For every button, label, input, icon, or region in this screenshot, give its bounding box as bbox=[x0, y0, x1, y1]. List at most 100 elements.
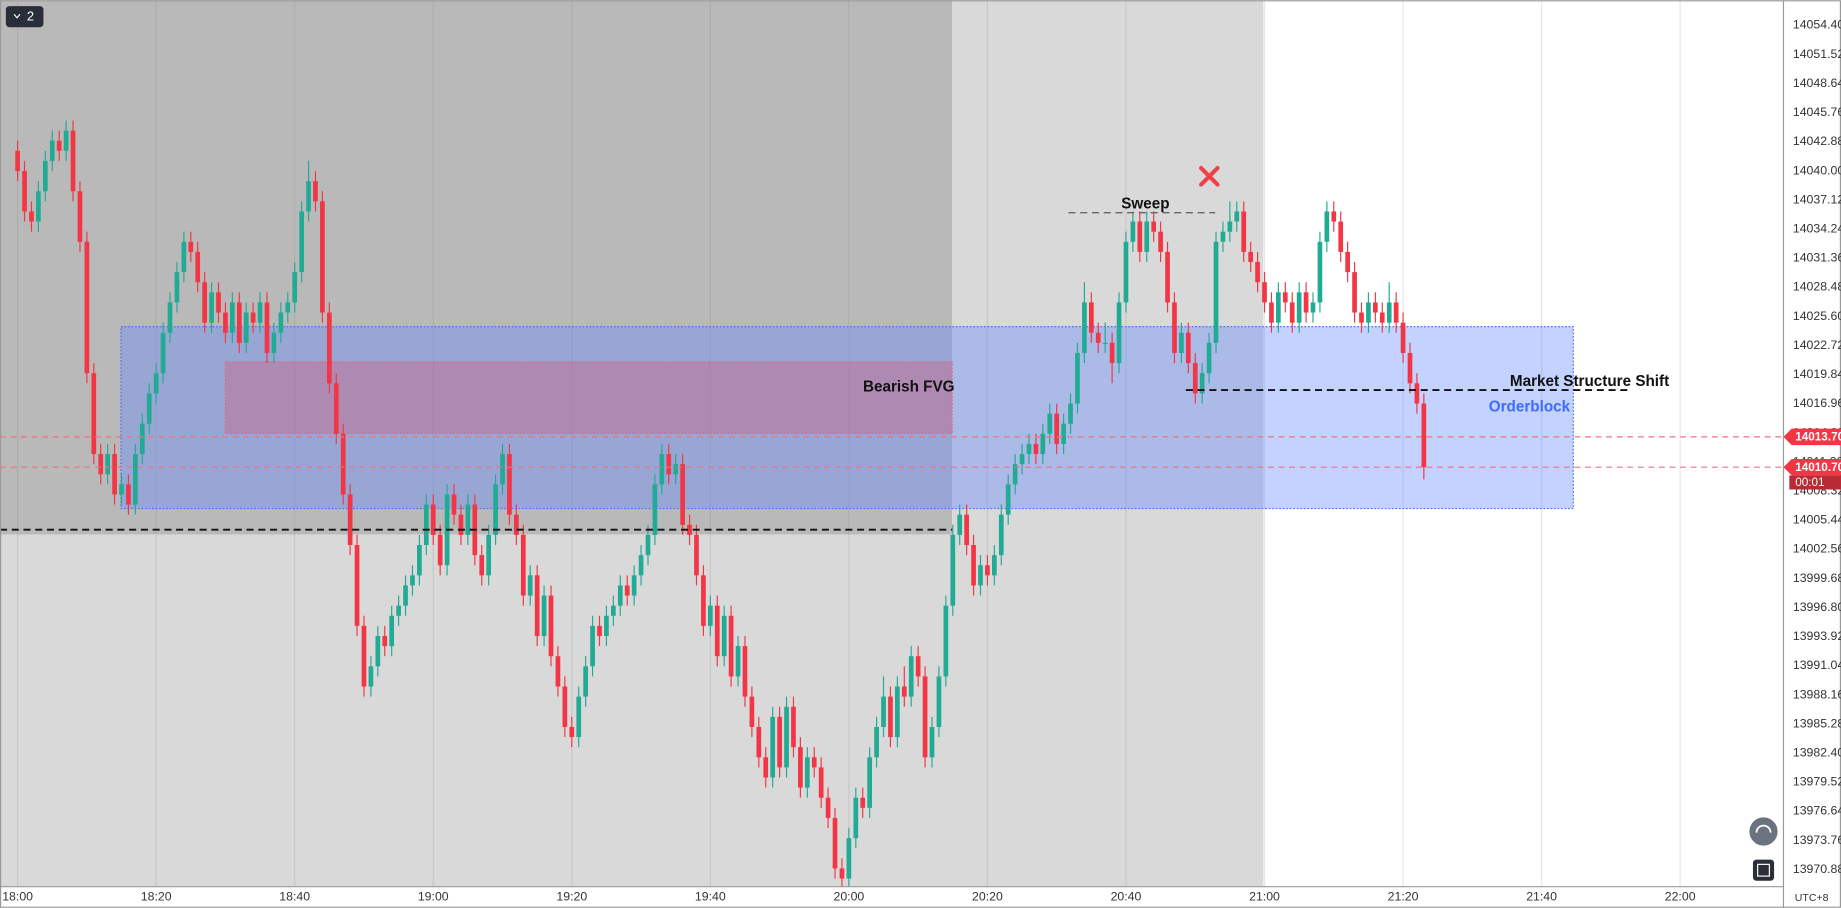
candle-body bbox=[49, 140, 55, 161]
candle-body bbox=[895, 686, 900, 738]
candle-body bbox=[839, 868, 845, 879]
candle-body bbox=[1407, 352, 1413, 384]
candle-body bbox=[1185, 332, 1191, 364]
candle-body bbox=[1005, 484, 1011, 515]
candle-body bbox=[527, 575, 533, 596]
badge-count: 2 bbox=[27, 9, 34, 24]
reset-button[interactable] bbox=[1747, 815, 1780, 848]
candle-body bbox=[63, 130, 69, 151]
candle-body bbox=[396, 605, 401, 616]
candle-body bbox=[230, 302, 235, 333]
candle-body bbox=[756, 726, 762, 758]
y-tick-label: 13993.92 bbox=[1793, 629, 1841, 643]
candle-body bbox=[867, 757, 873, 808]
candle-body bbox=[181, 241, 187, 273]
grid bbox=[17, 0, 1681, 887]
y-tick-label: 14042.88 bbox=[1793, 134, 1841, 148]
candle-body bbox=[881, 696, 886, 727]
candle-body bbox=[1359, 312, 1364, 323]
candle-body bbox=[77, 191, 83, 242]
candle-body bbox=[1179, 332, 1184, 353]
orderblock-label: Orderblock bbox=[1489, 399, 1571, 416]
candle-body bbox=[91, 373, 97, 455]
candle-body bbox=[1123, 241, 1129, 303]
candle-body bbox=[423, 504, 429, 546]
candles bbox=[15, 120, 1427, 889]
candle-body bbox=[1040, 433, 1046, 455]
candle-body bbox=[493, 484, 498, 535]
candle-body bbox=[1379, 312, 1385, 323]
candle-body bbox=[1019, 454, 1025, 465]
tab-badge[interactable] bbox=[5, 6, 44, 28]
candle-body bbox=[1192, 363, 1198, 394]
candle-body bbox=[998, 514, 1004, 556]
y-tick-label: 13985.28 bbox=[1793, 716, 1841, 730]
candle-body bbox=[292, 272, 298, 303]
candle-body bbox=[874, 726, 879, 758]
candle-body bbox=[264, 302, 270, 353]
candle-body bbox=[791, 706, 796, 748]
candle-body bbox=[333, 383, 339, 434]
candle-body bbox=[299, 211, 304, 273]
candle-body bbox=[1088, 302, 1094, 333]
candle-body bbox=[1345, 251, 1350, 273]
y-tick-label: 14040.00 bbox=[1793, 163, 1841, 177]
ui: 2 bbox=[5, 6, 1780, 881]
x-tick-label: 21:20 bbox=[1388, 889, 1419, 903]
candle-body bbox=[507, 454, 512, 515]
candle-body bbox=[1386, 302, 1392, 323]
candle-body bbox=[701, 575, 706, 626]
candle-body bbox=[1255, 261, 1260, 283]
candle-body bbox=[153, 373, 159, 394]
candle-body bbox=[1331, 211, 1337, 222]
candle-body bbox=[777, 716, 782, 768]
y-tick-label: 14045.76 bbox=[1793, 105, 1841, 119]
mss-label: Market Structure Shift bbox=[1510, 373, 1669, 390]
screenshot-button[interactable] bbox=[1752, 859, 1775, 881]
candle-body bbox=[652, 484, 658, 535]
candle-body bbox=[209, 292, 214, 323]
price-axis-bg bbox=[1783, 0, 1841, 908]
candle-body bbox=[1282, 292, 1288, 303]
candle-body bbox=[1109, 342, 1115, 364]
x-tick-label: 18:20 bbox=[141, 889, 172, 903]
candle-body bbox=[1012, 464, 1018, 485]
price-tag bbox=[1783, 458, 1841, 476]
candle-body bbox=[964, 514, 969, 546]
candle-body bbox=[160, 332, 166, 374]
candle-body bbox=[1269, 302, 1274, 323]
candle-body bbox=[250, 312, 256, 323]
candle-body bbox=[216, 292, 221, 313]
candle-body bbox=[749, 696, 755, 727]
y-tick-label: 14054.40 bbox=[1793, 18, 1841, 32]
y-tick-label: 13973.76 bbox=[1793, 833, 1841, 847]
y-tick-label: 14025.60 bbox=[1793, 309, 1841, 323]
candle-body bbox=[1296, 292, 1302, 323]
candle-body bbox=[15, 150, 20, 172]
candle-body bbox=[1220, 231, 1226, 242]
candle-body bbox=[1082, 302, 1087, 353]
candle-body bbox=[1338, 221, 1344, 252]
y-tick-label: 13999.68 bbox=[1793, 571, 1841, 585]
candle-body bbox=[22, 171, 27, 212]
candle-body bbox=[707, 605, 713, 626]
candle-body bbox=[354, 545, 360, 626]
x-tick-label: 22:00 bbox=[1665, 889, 1696, 903]
candle-body bbox=[1130, 221, 1136, 242]
candle-body bbox=[971, 545, 976, 586]
countdown-bg bbox=[1789, 475, 1841, 490]
candle-body bbox=[659, 454, 665, 485]
candle-body bbox=[29, 211, 34, 222]
candle-body bbox=[56, 140, 62, 151]
x-tick-label: 20:40 bbox=[1111, 889, 1142, 903]
candle-body bbox=[922, 676, 928, 758]
y-tick-label: 13976.64 bbox=[1793, 804, 1841, 818]
candle-body bbox=[1310, 302, 1316, 313]
x-tick-label: 18:40 bbox=[279, 889, 310, 903]
candle-body bbox=[451, 494, 457, 515]
candle-body bbox=[195, 251, 201, 283]
y-tick-label: 13991.04 bbox=[1793, 658, 1841, 672]
candle-body bbox=[1026, 443, 1032, 455]
